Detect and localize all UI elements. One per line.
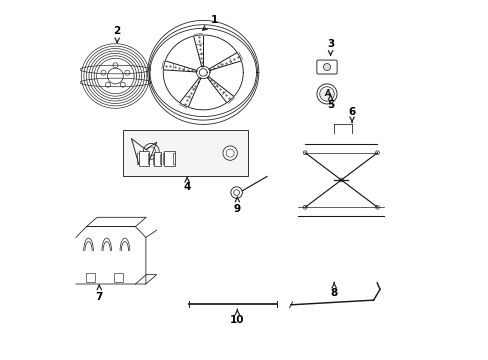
- Circle shape: [316, 84, 336, 104]
- Bar: [139, 150, 149, 166]
- Text: 4: 4: [183, 177, 190, 192]
- Bar: [160, 154, 161, 164]
- Bar: [137, 153, 139, 164]
- Circle shape: [303, 205, 306, 209]
- Text: 3: 3: [326, 39, 333, 55]
- Circle shape: [101, 70, 106, 75]
- Text: 10: 10: [230, 309, 244, 325]
- Circle shape: [143, 143, 159, 159]
- Text: 2: 2: [113, 26, 121, 42]
- Text: 9: 9: [233, 197, 241, 214]
- Text: 7: 7: [95, 285, 103, 302]
- Text: A: A: [324, 89, 329, 98]
- Circle shape: [319, 87, 333, 101]
- Circle shape: [303, 151, 306, 155]
- Bar: [122, 130, 247, 176]
- Text: 8: 8: [330, 282, 337, 298]
- Circle shape: [230, 187, 242, 198]
- Circle shape: [223, 146, 237, 160]
- Bar: [154, 152, 161, 166]
- Bar: [162, 153, 163, 164]
- Circle shape: [105, 82, 110, 87]
- Circle shape: [120, 82, 125, 87]
- Text: 1: 1: [203, 15, 217, 30]
- FancyBboxPatch shape: [316, 60, 336, 74]
- Circle shape: [375, 151, 379, 155]
- Bar: [148, 153, 149, 164]
- Circle shape: [323, 63, 330, 71]
- Bar: [86, 273, 95, 282]
- Text: 5: 5: [326, 94, 333, 110]
- Circle shape: [375, 205, 379, 209]
- Bar: [114, 273, 122, 282]
- Circle shape: [124, 70, 130, 75]
- Bar: [173, 153, 174, 164]
- Text: 6: 6: [348, 107, 355, 122]
- Bar: [153, 154, 154, 164]
- Circle shape: [107, 68, 123, 84]
- Circle shape: [339, 178, 343, 182]
- Circle shape: [113, 63, 118, 68]
- Bar: [163, 150, 174, 166]
